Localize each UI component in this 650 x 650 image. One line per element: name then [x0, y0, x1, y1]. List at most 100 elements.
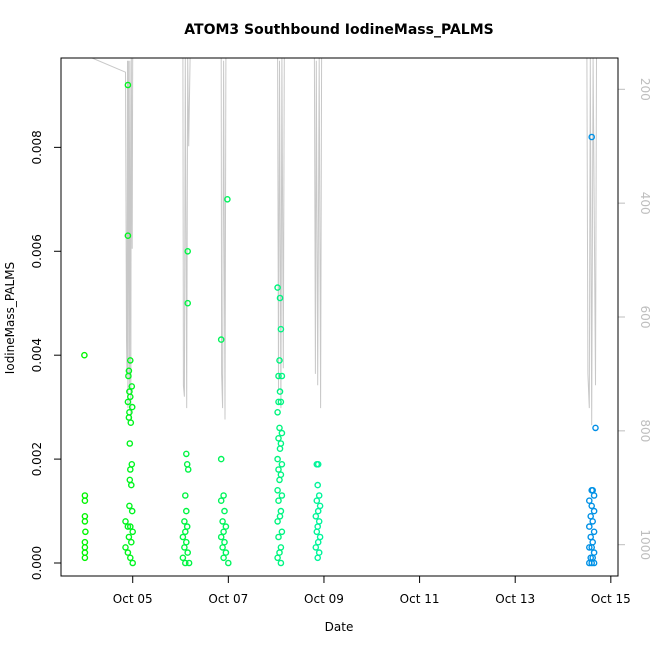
data-point — [278, 492, 286, 499]
y-tick-label: 0.000 — [30, 546, 44, 580]
right-tick-label: 800 — [638, 419, 650, 442]
data-point — [221, 507, 228, 515]
data-point — [129, 528, 136, 536]
data-point — [592, 424, 599, 432]
data-points — [81, 81, 599, 567]
data-point — [81, 497, 89, 505]
data-point — [278, 429, 286, 437]
x-tick-label: Oct 07 — [208, 592, 248, 606]
data-point — [312, 513, 320, 520]
data-point — [312, 544, 320, 551]
data-point — [128, 403, 136, 411]
data-point — [128, 507, 136, 515]
data-point — [278, 460, 286, 468]
x-axis-label: Date — [325, 620, 354, 634]
data-point — [181, 518, 188, 525]
data-point — [314, 481, 322, 489]
data-point — [274, 554, 281, 562]
data-point — [278, 528, 286, 536]
data-point — [586, 497, 593, 505]
data-point — [127, 481, 135, 489]
right-tick-label: 200 — [638, 78, 650, 101]
data-point — [589, 518, 597, 525]
data-point — [129, 559, 136, 567]
data-point — [217, 497, 225, 505]
data-point — [588, 559, 596, 567]
x-tick-label: Oct 09 — [304, 592, 344, 606]
data-point — [275, 434, 282, 442]
data-point — [277, 559, 285, 567]
y-tick-label: 0.004 — [30, 338, 44, 372]
data-point — [590, 507, 598, 515]
data-point — [224, 195, 231, 203]
data-point — [274, 408, 281, 416]
data-point — [219, 544, 226, 551]
data-point — [124, 549, 132, 556]
data-point — [219, 518, 226, 525]
y-axis-label: IodineMass_PALMS — [3, 262, 17, 374]
data-point — [124, 232, 132, 239]
data-point — [276, 513, 284, 520]
data-point — [181, 528, 189, 536]
data-point — [314, 507, 322, 515]
data-point — [586, 523, 593, 530]
data-point — [275, 398, 282, 406]
y-tick-label: 0.006 — [30, 234, 44, 268]
data-point — [81, 554, 89, 562]
data-point — [126, 440, 134, 447]
data-point — [275, 466, 282, 473]
data-point — [217, 336, 225, 343]
altitude-line — [84, 57, 597, 426]
data-point — [315, 492, 323, 499]
right-tick-label: 1000 — [638, 529, 650, 560]
data-point — [590, 559, 598, 567]
data-point — [185, 559, 193, 567]
y-tick-label: 0.008 — [30, 130, 44, 164]
data-point — [182, 450, 190, 458]
data-point — [217, 455, 225, 463]
data-point — [81, 518, 89, 525]
data-point — [82, 528, 89, 536]
y-tick-label: 0.002 — [30, 442, 44, 476]
data-point — [313, 528, 321, 536]
data-point — [590, 492, 598, 499]
data-point — [588, 502, 596, 510]
data-point — [122, 544, 129, 551]
right-tick-label: 600 — [638, 306, 650, 329]
data-point — [181, 492, 189, 499]
data-point — [276, 294, 284, 302]
data-point — [222, 549, 230, 556]
data-point — [179, 533, 187, 541]
data-point — [179, 554, 187, 562]
data-point — [125, 372, 132, 380]
data-point — [127, 393, 134, 401]
data-point — [275, 372, 282, 380]
data-point — [220, 492, 227, 499]
data-point — [128, 383, 136, 390]
data-point — [127, 357, 134, 364]
data-point — [220, 528, 227, 536]
chart-title: ATOM3 Southbound IodineMass_PALMS — [184, 22, 493, 38]
data-point — [184, 247, 191, 255]
data-point — [313, 497, 321, 505]
data-point — [274, 486, 281, 494]
x-tick-label: Oct 05 — [113, 592, 153, 606]
x-tick-label: Oct 11 — [400, 592, 440, 606]
data-point — [277, 398, 285, 406]
data-point — [588, 133, 596, 141]
data-point — [277, 325, 285, 333]
data-point — [122, 518, 129, 525]
data-point — [224, 559, 232, 567]
right-tick-label: 400 — [638, 192, 650, 215]
data-point — [127, 419, 135, 427]
data-point — [586, 544, 593, 551]
data-point — [276, 424, 283, 432]
data-point — [276, 357, 283, 364]
altitude-trace — [84, 57, 597, 426]
data-point — [182, 507, 190, 515]
y-axis: 0.000 0.002 0.004 0.006 0.008 — [30, 130, 61, 580]
data-point — [181, 544, 188, 551]
data-point — [127, 538, 135, 546]
data-point — [184, 466, 192, 473]
